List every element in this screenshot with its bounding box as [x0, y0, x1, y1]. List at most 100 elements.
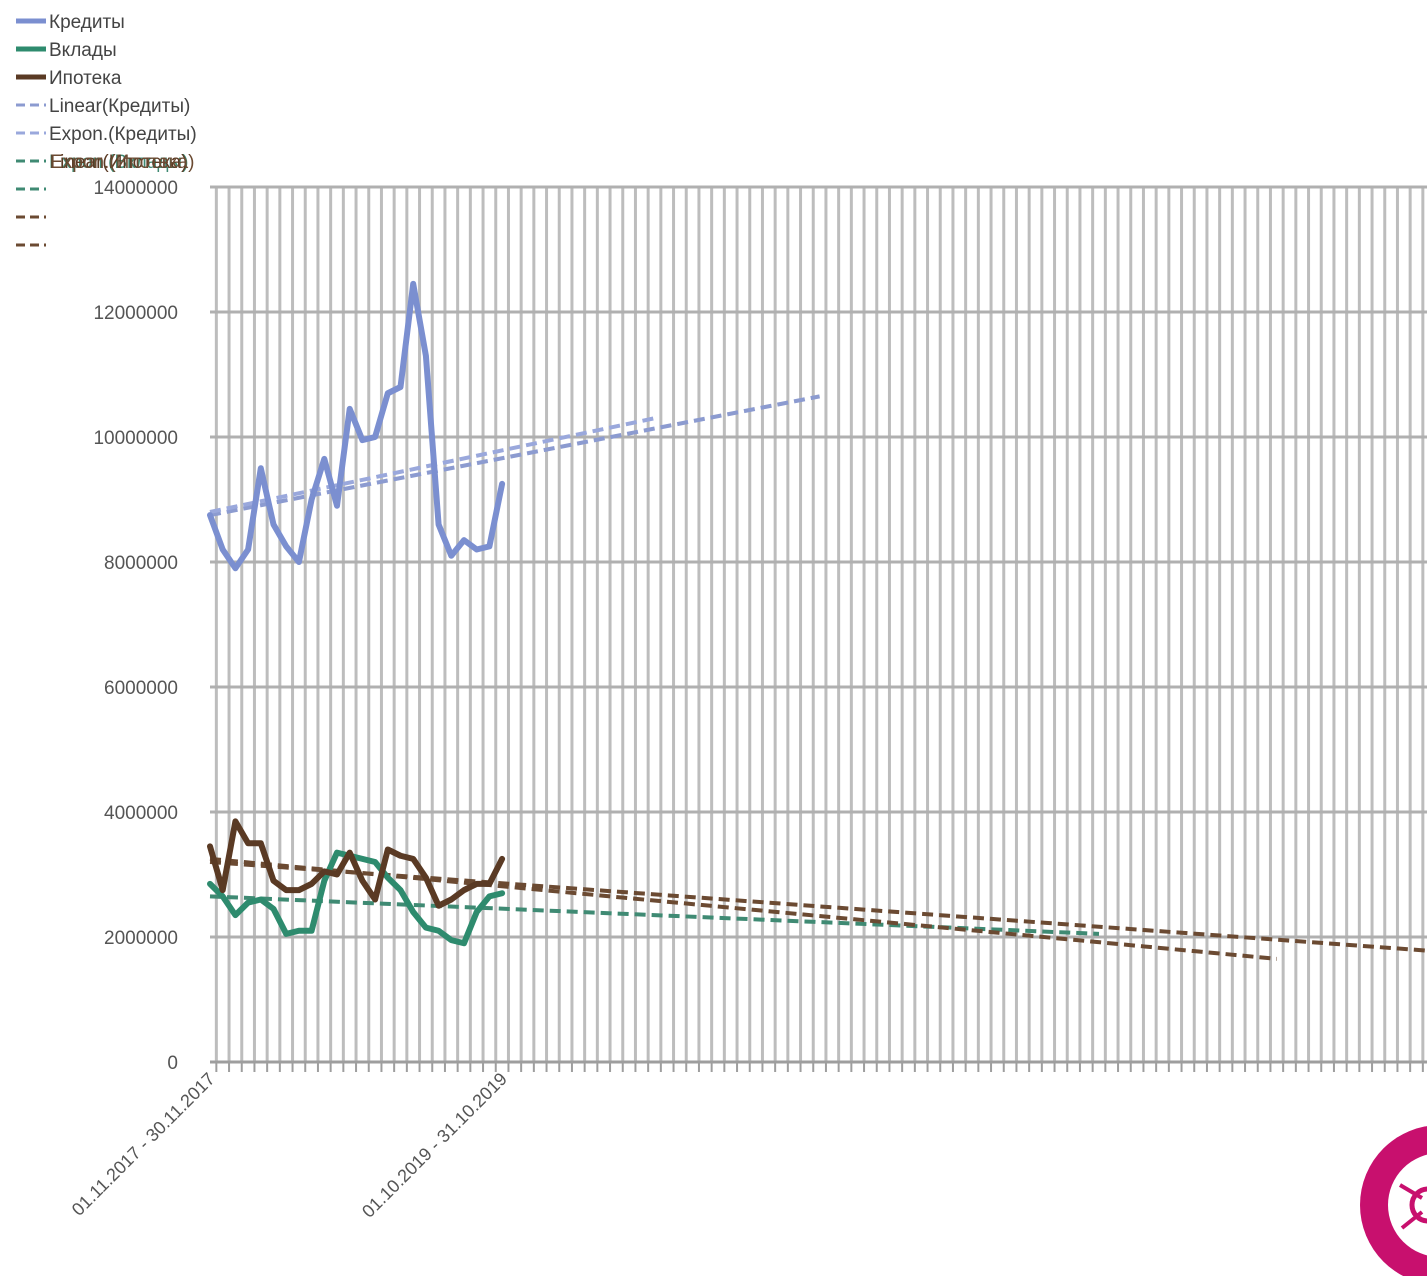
data-point [500, 482, 504, 486]
data-point [246, 901, 250, 905]
data-point [284, 932, 288, 936]
data-point [487, 544, 491, 548]
data-point [373, 898, 377, 901]
axes: 0 2000000 4000000 6000000 8000000 10000000 120… [93, 178, 1427, 1074]
series-line [207, 280, 506, 572]
legend-label: Linear(Кредиты) [49, 96, 190, 117]
y-tick-label: 10000000 [93, 428, 178, 449]
data-point [310, 882, 314, 886]
data-point [284, 544, 288, 548]
legend-label: Expon.(Ипотека) [50, 152, 194, 173]
brand-logo [1360, 1126, 1427, 1276]
data-point [284, 888, 288, 892]
data-point [475, 882, 479, 886]
y-tick-label: 4000000 [104, 803, 178, 824]
legend-label: Expon.(Вклады) [49, 152, 188, 173]
data-point [259, 898, 263, 901]
series-lines [207, 280, 506, 947]
y-tick-label: 12000000 [93, 303, 178, 324]
data-point [310, 498, 314, 501]
y-tick-label: 0 [167, 1053, 178, 1074]
data-point [449, 554, 453, 558]
data-point [462, 538, 466, 542]
data-point [386, 391, 390, 395]
legend-label: Вклады [49, 40, 117, 61]
data-point [360, 438, 364, 442]
x-tick-labels: 01.11.2017 - 30.11.2017 01.10.2019 - 31.1… [68, 1069, 511, 1222]
data-point [233, 566, 237, 570]
data-point [411, 857, 415, 861]
data-point [221, 888, 225, 892]
data-point [246, 841, 250, 845]
trendline [209, 894, 1100, 936]
data-point [386, 876, 390, 880]
trendline [209, 860, 1427, 953]
data-point [233, 819, 237, 823]
data-point [462, 888, 466, 892]
data-point [360, 879, 364, 883]
data-point [411, 282, 415, 286]
data-point [208, 882, 212, 886]
data-point [221, 548, 225, 551]
data-point [399, 888, 402, 892]
data-point [246, 548, 250, 551]
data-point [335, 504, 339, 508]
data-point [208, 513, 212, 517]
data-point [399, 385, 402, 389]
data-point [437, 904, 441, 908]
legend-label: Expon.(Кредиты) [49, 124, 197, 145]
legend-label: Кредиты [49, 12, 125, 33]
grid [210, 185, 1427, 1064]
legend: Кредиты Вклады Ипотека Linear(Кредиты) Expon… [16, 12, 197, 247]
data-point [424, 354, 428, 358]
data-point [322, 869, 326, 873]
data-point [462, 941, 466, 945]
data-point [259, 841, 263, 845]
data-point [335, 851, 339, 855]
data-point [424, 876, 428, 880]
data-point [449, 898, 453, 901]
data-point [208, 844, 212, 848]
data-point [360, 857, 364, 861]
data-point [272, 907, 275, 911]
data-point [297, 560, 301, 564]
data-point [259, 466, 263, 470]
data-point [437, 929, 441, 933]
data-point [500, 857, 504, 861]
data-point [373, 435, 377, 439]
data-point [310, 929, 314, 933]
series-line [207, 818, 506, 909]
data-point [487, 894, 491, 898]
data-point [437, 523, 441, 526]
data-point [411, 910, 415, 914]
legend-label: Ипотека [49, 68, 122, 89]
data-point [322, 879, 326, 883]
data-point [386, 848, 390, 851]
data-point [475, 548, 479, 551]
data-point [487, 882, 491, 886]
y-tick-label: 6000000 [104, 678, 178, 699]
data-point [500, 891, 504, 895]
data-point [475, 910, 479, 914]
data-point [272, 879, 275, 883]
data-point [373, 860, 377, 864]
data-point [335, 873, 339, 876]
data-point [348, 851, 352, 855]
data-point [233, 913, 237, 917]
data-point [272, 523, 275, 526]
data-point [297, 888, 301, 892]
x-tick-label: 01.10.2019 - 31.10.2019 [358, 1069, 511, 1222]
x-tick-label: 01.11.2017 - 30.11.2017 [68, 1069, 219, 1220]
data-point [297, 929, 301, 933]
y-tick-label: 2000000 [104, 928, 178, 949]
data-point [348, 407, 352, 411]
series-line [207, 849, 506, 947]
data-point [322, 457, 326, 461]
y-tick-label: 14000000 [93, 178, 178, 199]
data-point [449, 938, 453, 942]
data-point [399, 854, 402, 858]
y-tick-label: 8000000 [104, 553, 178, 574]
data-point [424, 926, 428, 930]
data-point [221, 894, 225, 898]
